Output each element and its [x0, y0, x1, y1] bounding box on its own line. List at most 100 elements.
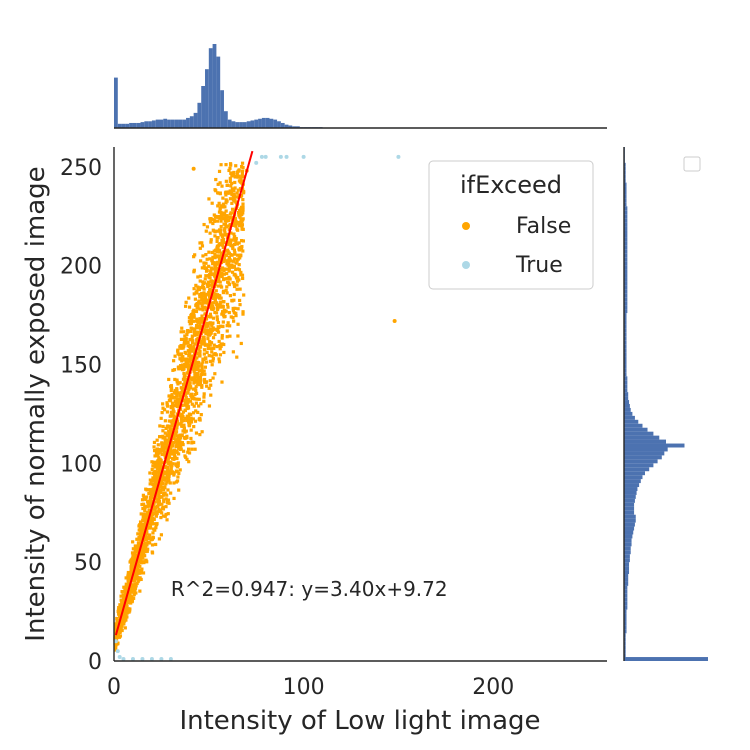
scatter-point-false — [161, 429, 165, 433]
scatter-point-false — [174, 431, 178, 435]
right-histogram-bar — [624, 301, 628, 306]
scatter-point-false — [134, 556, 138, 560]
scatter-point-false — [189, 392, 194, 396]
scatter-point-false — [190, 441, 194, 445]
scatter-point-false — [227, 224, 231, 228]
scatter-point-false — [186, 340, 190, 344]
right-histogram-bar — [624, 625, 627, 630]
scatter-point-false — [177, 488, 181, 492]
scatter-point-false — [154, 475, 158, 479]
scatter-point-false — [118, 603, 122, 607]
scatter-point-false — [206, 337, 210, 341]
scatter-point-false — [215, 255, 219, 259]
scatter-point-false — [221, 305, 225, 309]
right-histogram-bar — [624, 166, 626, 171]
right-histogram-bar — [624, 230, 628, 234]
scatter-point-false — [163, 486, 167, 490]
scatter-point-false — [236, 322, 240, 326]
scatter-point-false — [198, 349, 202, 353]
scatter-point-false — [146, 547, 150, 551]
scatter-point-false — [197, 383, 202, 387]
right-histogram-bar — [624, 328, 627, 333]
scatter-point-false — [219, 219, 223, 223]
scatter-point-false — [219, 215, 224, 220]
top-histogram-bar — [129, 122, 133, 128]
scatter-point-false — [114, 626, 118, 630]
scatter-point-false — [187, 351, 192, 356]
scatter-point-false — [228, 324, 232, 328]
scatter-point-false — [209, 266, 213, 270]
scatter-point-false — [160, 495, 164, 499]
scatter-point-false — [202, 264, 206, 268]
scatter-point-false — [144, 534, 148, 538]
scatter-point-false — [213, 264, 217, 268]
scatter-point-true — [159, 657, 164, 662]
top-histogram-bar — [132, 122, 137, 128]
scatter-point-false — [155, 462, 159, 466]
scatter-point-false — [239, 341, 243, 346]
scatter-point-false — [209, 341, 214, 345]
scatter-point-false — [229, 216, 233, 220]
scatter-point-false — [212, 293, 216, 297]
scatter-point-false — [151, 491, 155, 496]
scatter-point-false — [217, 257, 222, 261]
top-histogram-bar — [174, 119, 179, 128]
right-histogram-bar — [624, 289, 628, 294]
scatter-point-false — [156, 499, 160, 503]
right-histogram-bar — [624, 178, 626, 183]
scatter-point-false — [230, 265, 235, 269]
scatter-point-false — [197, 352, 202, 356]
scatter-point-false — [129, 566, 133, 570]
right-histogram-bar — [624, 388, 628, 393]
scatter-point-false — [215, 344, 219, 349]
scatter-point-false — [181, 410, 186, 414]
scatter-point-false — [167, 474, 171, 478]
scatter-point-false — [233, 186, 237, 190]
scatter-point-false — [144, 549, 148, 553]
scatter-point-false — [208, 288, 212, 292]
scatter-point-false — [158, 424, 162, 428]
scatter-point-false — [211, 376, 215, 380]
scatter-point-false — [229, 211, 233, 215]
scatter-point-false — [161, 482, 165, 486]
scatter-point-false — [152, 445, 156, 449]
right-histogram-bar — [624, 245, 628, 250]
top-histogram-bar — [159, 119, 164, 128]
scatter-point-false — [185, 457, 189, 461]
scatter-point-false — [195, 332, 199, 337]
scatter-point-false — [216, 182, 220, 186]
scatter-point-false — [213, 270, 217, 274]
scatter-point-false — [182, 337, 187, 342]
top-histogram-bar — [163, 118, 168, 128]
scatter-point-false — [195, 317, 199, 321]
scatter-point-false — [232, 192, 236, 196]
scatter-point-false — [234, 239, 238, 244]
top-histogram-bar — [220, 90, 224, 128]
scatter-point-false — [186, 390, 190, 395]
scatter-point-true — [254, 160, 259, 165]
top-histogram-bar — [254, 119, 259, 128]
scatter-point-false — [182, 418, 186, 423]
scatter-point-false — [225, 253, 229, 258]
scatter-point-false — [201, 281, 206, 286]
scatter-point-false — [210, 201, 214, 205]
top-histogram-bar — [151, 120, 156, 128]
scatter-point-false — [154, 542, 158, 547]
scatter-point-false — [170, 413, 174, 417]
scatter-point-false — [228, 277, 232, 281]
scatter-point-false — [165, 433, 169, 438]
scatter-point-true — [301, 154, 306, 159]
scatter-point-false — [119, 625, 123, 629]
scatter-point-false — [182, 340, 187, 344]
scatter-point-false — [174, 423, 179, 427]
scatter-point-false — [161, 402, 165, 406]
scatter-point-false — [187, 316, 192, 320]
scatter-point-false — [139, 554, 143, 558]
scatter-point-false — [168, 449, 172, 453]
right-histogram-bar — [624, 376, 628, 381]
scatter-point-false — [126, 600, 130, 604]
scatter-point-false — [227, 268, 231, 272]
scatter-point-false — [189, 399, 193, 403]
scatter-point-false — [236, 175, 240, 179]
right-histogram-bar — [624, 190, 627, 195]
